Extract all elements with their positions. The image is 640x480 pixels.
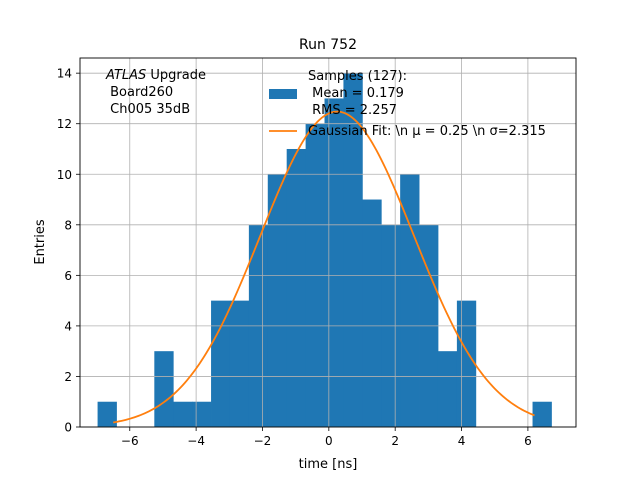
histogram-bar [400, 174, 420, 427]
annotation-line-3: Ch005 35dB [106, 102, 190, 117]
histogram-bar [267, 174, 288, 427]
x-tick-label: 4 [458, 434, 466, 448]
legend: Samples (127): Mean = 0.179 RMS = 2.257 … [269, 69, 546, 139]
y-tick-label: 10 [57, 168, 72, 182]
x-tick-label: −4 [187, 434, 205, 448]
x-tick-label: 2 [391, 434, 399, 448]
x-tick-label: −6 [121, 434, 139, 448]
legend-samples-line-1: Samples (127): [308, 69, 407, 84]
histogram-bar [97, 401, 117, 427]
histogram-bar [154, 351, 174, 427]
legend-samples-line-2: Mean = 0.179 [308, 86, 404, 101]
y-tick-label: 2 [64, 370, 72, 384]
y-tick-label: 6 [64, 269, 72, 283]
histogram-bar [456, 300, 477, 427]
y-tick-label: 12 [57, 117, 72, 131]
histogram-bar [324, 98, 344, 427]
histogram-bar [343, 73, 363, 427]
histogram-bar [173, 401, 193, 427]
histogram-bar [192, 401, 212, 427]
grid-lines [80, 58, 576, 428]
gaussian-fit-line [113, 110, 535, 424]
annotation-line-2: Board260 [106, 85, 173, 100]
annotation-line-1-rest: Upgrade [146, 68, 206, 83]
histogram-bar [532, 401, 552, 427]
annotation-line-1: ATLAS Upgrade [105, 68, 206, 83]
chart-title: Run 752 [299, 37, 357, 53]
x-axis-ticks: −6 −4 −2 0 2 4 6 [121, 427, 532, 448]
annotation-prefix: ATLAS [105, 68, 146, 83]
x-tick-label: 0 [325, 434, 333, 448]
y-tick-label: 4 [64, 319, 72, 333]
y-axis-label: Entries [33, 219, 48, 265]
x-tick-label: 6 [524, 434, 532, 448]
x-axis-label: time [ns] [299, 457, 358, 472]
y-tick-label: 14 [57, 67, 72, 81]
x-tick-label: −2 [254, 434, 272, 448]
plot-frame [79, 57, 577, 428]
histogram-bar [286, 148, 306, 428]
histogram-bar [229, 300, 250, 427]
y-tick-label: 8 [64, 218, 72, 232]
legend-samples-line-3: RMS = 2.257 [308, 103, 397, 118]
histogram-bar [362, 199, 382, 427]
y-tick-label: 0 [64, 421, 72, 435]
histogram-bar [437, 351, 458, 427]
legend-patch-swatch [269, 89, 297, 99]
histogram-bar [211, 300, 231, 427]
annotation-text: ATLAS Upgrade Board260 Ch005 35dB [105, 68, 206, 117]
y-axis-ticks: 0 2 4 6 8 10 12 14 [57, 67, 80, 435]
legend-fit-label: Gaussian Fit: \n μ = 0.25 \n σ=2.315 [308, 124, 546, 139]
